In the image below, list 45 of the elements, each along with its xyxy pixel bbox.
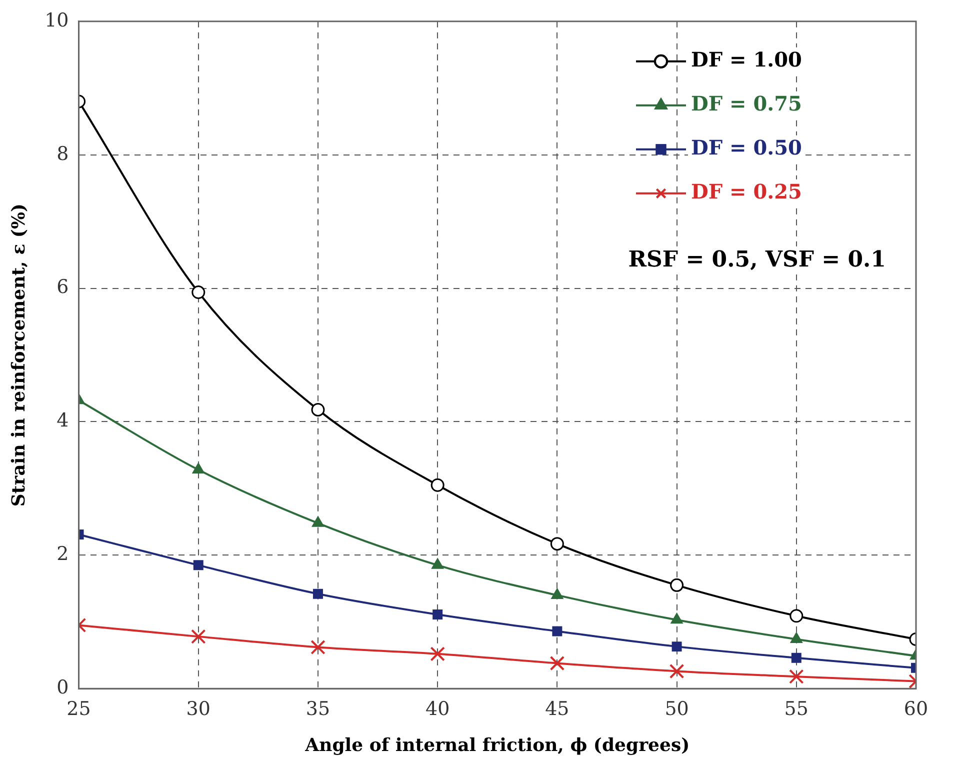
point <box>550 656 565 671</box>
y-tick-label: 4 <box>56 410 69 432</box>
y-tick-label: 0 <box>56 676 69 699</box>
point <box>432 610 443 620</box>
point <box>430 646 445 662</box>
point <box>311 402 325 416</box>
y-tick-label: 2 <box>56 543 69 566</box>
y-tick-label: 10 <box>44 9 69 32</box>
point <box>312 516 324 527</box>
x-axis-title: Angle of internal friction, ϕ (degrees) <box>304 734 690 756</box>
point <box>550 537 564 551</box>
point <box>790 632 802 643</box>
point <box>672 642 682 652</box>
point <box>669 664 684 679</box>
point <box>191 629 206 644</box>
x-tick-label: 30 <box>186 698 210 720</box>
x-tick-label: 45 <box>545 698 570 720</box>
annotation: RSF = 0.5, VSF = 0.1 <box>628 246 886 272</box>
y-axis-title: Strain in reinforcement, ε (%) <box>8 203 30 507</box>
point <box>551 588 564 599</box>
point <box>430 478 444 492</box>
point <box>790 609 804 623</box>
point <box>670 613 683 624</box>
point <box>310 640 326 655</box>
y-tick-label: 8 <box>56 142 69 165</box>
legend-label: DF = 0.75 <box>691 92 802 116</box>
point <box>192 286 206 300</box>
point <box>789 669 804 684</box>
point <box>193 560 204 570</box>
point <box>670 578 684 592</box>
legend-label: DF = 0.25 <box>691 180 802 204</box>
x-tick-label: 55 <box>784 698 808 720</box>
point <box>791 652 802 663</box>
point <box>312 588 323 599</box>
x-tick-label: 40 <box>425 698 450 720</box>
point <box>552 626 562 636</box>
legend-label: DF = 1.00 <box>691 48 802 72</box>
legend-label: DF = 0.50 <box>691 136 802 160</box>
y-tick-label: 6 <box>56 276 69 298</box>
x-tick-label: 35 <box>306 698 330 720</box>
x-tick-label: 60 <box>904 698 928 720</box>
x-tick-label: 25 <box>66 698 91 720</box>
point <box>432 558 444 569</box>
point <box>192 463 204 474</box>
x-tick-label: 50 <box>664 698 689 720</box>
